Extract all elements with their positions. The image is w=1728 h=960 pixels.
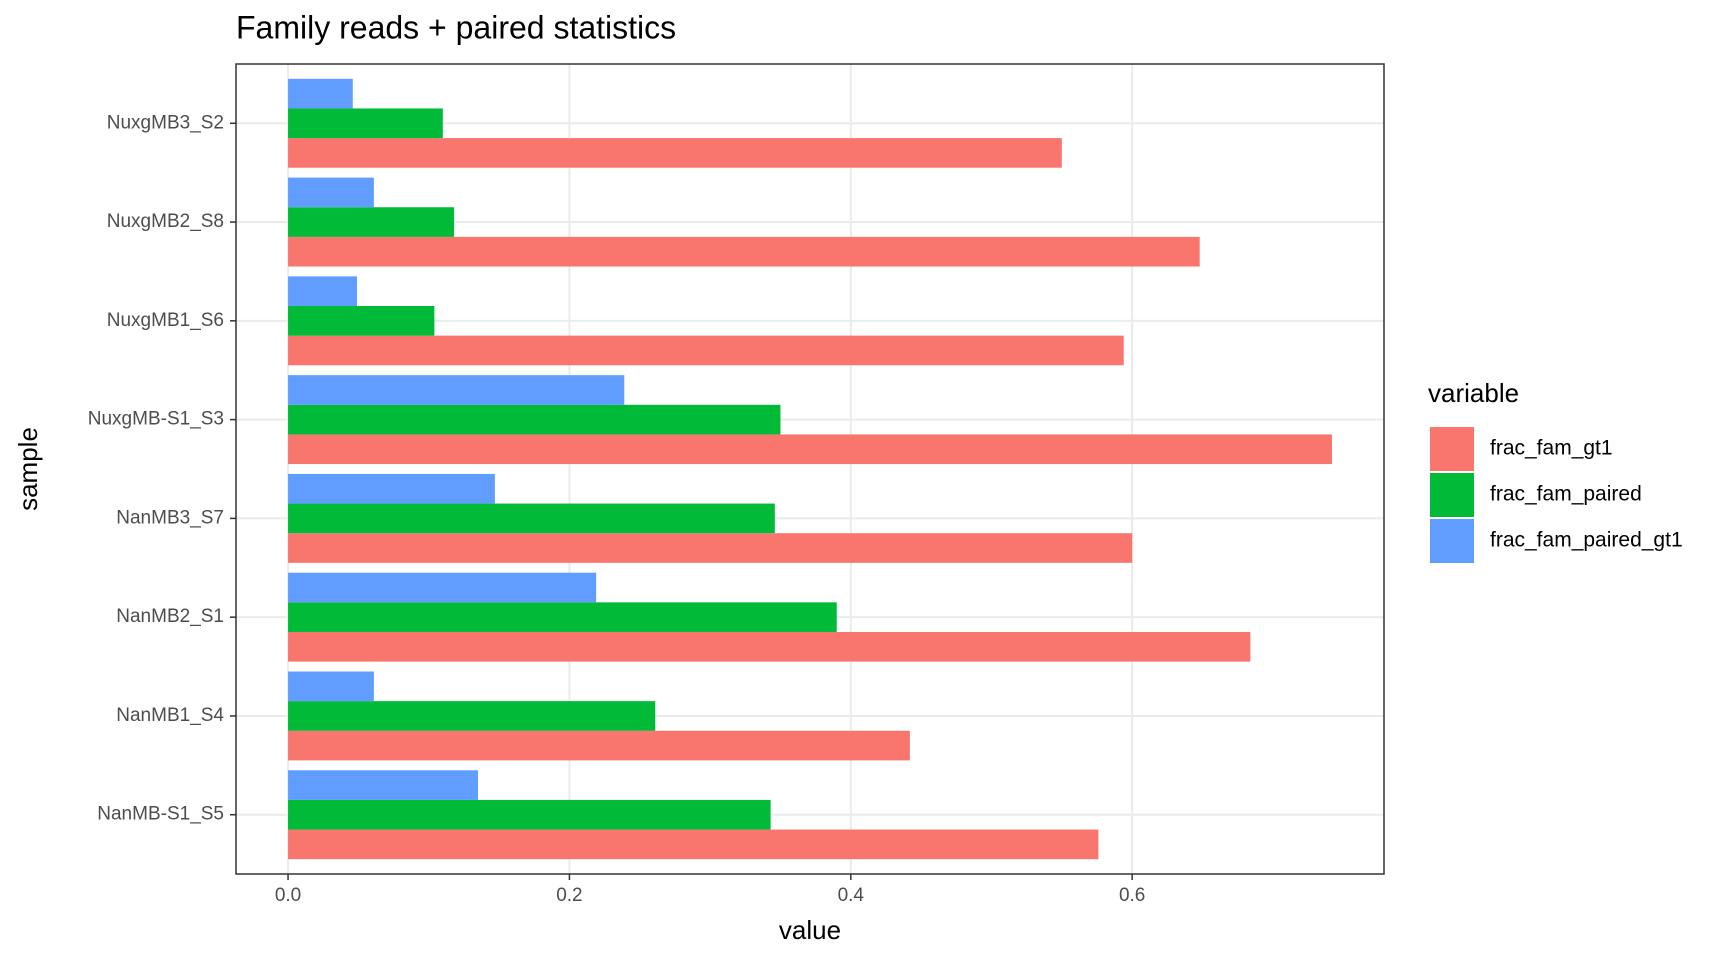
bar: [288, 770, 478, 800]
y-tick-label: NuxgMB3_S2: [107, 112, 224, 133]
bar: [288, 533, 1133, 563]
x-tick-label: 0.6: [1119, 885, 1145, 906]
bar: [288, 631, 1251, 662]
bar: [288, 375, 625, 405]
y-tick-label: NanMB-S1_S5: [97, 804, 224, 825]
legend-swatch: [1430, 427, 1474, 471]
y-tick-label: NanMB2_S1: [116, 606, 224, 627]
bar: [288, 276, 357, 307]
legend-swatch: [1430, 473, 1474, 517]
legend-title: variable: [1428, 378, 1519, 408]
legend-swatch: [1430, 519, 1474, 563]
y-tick-label: NuxgMB-S1_S3: [88, 409, 224, 430]
bar: [288, 503, 775, 534]
bar: [288, 404, 781, 435]
y-tick-label: NanMB3_S7: [116, 507, 224, 528]
bar: [288, 671, 374, 702]
bar: [288, 78, 353, 109]
bar: [288, 602, 837, 632]
bar: [288, 829, 1099, 860]
legend-label: frac_fam_paired_gt1: [1490, 529, 1683, 552]
bar: [288, 306, 435, 336]
bar: [288, 335, 1124, 366]
bar: [288, 434, 1332, 465]
bar: [288, 730, 910, 761]
bar: [288, 207, 455, 237]
bar: [288, 572, 597, 603]
y-tick-label: NuxgMB1_S6: [107, 310, 224, 331]
x-axis-label: value: [779, 915, 841, 945]
legend-label: frac_fam_paired: [1490, 483, 1642, 506]
bar: [288, 177, 374, 208]
bar: [288, 799, 771, 830]
y-tick-label: NanMB1_S4: [116, 705, 224, 726]
bar: [288, 108, 443, 139]
y-tick-label: NuxgMB2_S8: [107, 211, 224, 232]
x-tick-label: 0.4: [838, 885, 865, 906]
x-tick-label: 0.0: [275, 885, 301, 906]
x-tick-label: 0.2: [556, 885, 582, 906]
bar: [288, 473, 495, 504]
bar: [288, 138, 1062, 168]
bar: [288, 236, 1200, 267]
panel-border: [235, 63, 1385, 875]
y-axis-label: sample: [13, 427, 43, 511]
legend-label: frac_fam_gt1: [1490, 437, 1613, 460]
chart-title: Family reads + paired statistics: [236, 9, 676, 45]
bar: [288, 701, 656, 731]
